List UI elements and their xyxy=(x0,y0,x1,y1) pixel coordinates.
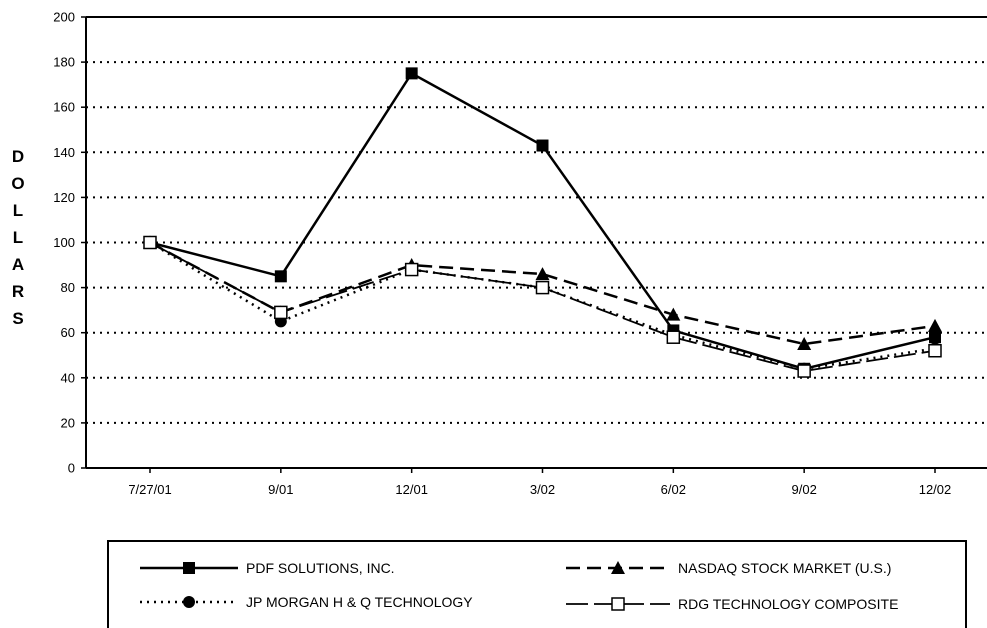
y-axis-label-letter: R xyxy=(12,282,24,301)
data-point xyxy=(928,318,942,332)
y-tick-label: 80 xyxy=(61,280,75,295)
x-tick-label: 6/02 xyxy=(661,482,686,497)
series-jp-morgan-h-q-technology xyxy=(144,236,941,375)
x-axis-ticks: 7/27/01 9/01 12/01 3/02 6/02 9/02 12/02 xyxy=(128,468,951,497)
legend-entry: NASDAQ STOCK MARKET (U.S.) xyxy=(566,560,891,576)
y-tick-label: 60 xyxy=(61,325,75,340)
legend-label: NASDAQ STOCK MARKET (U.S.) xyxy=(678,560,891,576)
legend-box xyxy=(107,540,967,628)
y-axis-label-letter: S xyxy=(12,309,23,328)
y-axis-label-letter: A xyxy=(12,255,24,274)
data-point xyxy=(666,307,681,321)
y-tick-label: 200 xyxy=(53,10,75,25)
legend-entry: JP MORGAN H & Q TECHNOLOGY xyxy=(140,594,473,610)
series-rdg-technology-composite xyxy=(143,235,942,378)
legend-marker xyxy=(611,597,625,611)
legend-marker xyxy=(611,561,625,574)
data-point xyxy=(404,262,419,277)
x-tick-label: 3/02 xyxy=(530,482,555,497)
data-point xyxy=(143,235,157,250)
y-tick-label: 160 xyxy=(53,100,75,115)
data-point xyxy=(797,336,812,350)
data-point xyxy=(274,270,287,283)
data-point xyxy=(797,364,811,378)
legend-entry: RDG TECHNOLOGY COMPOSITE xyxy=(566,596,898,612)
gridlines xyxy=(86,61,987,424)
data-point xyxy=(536,139,549,152)
legend-label: PDF SOLUTIONS, INC. xyxy=(246,560,395,576)
data-point xyxy=(929,331,941,344)
y-axis-label-letter: L xyxy=(13,201,23,220)
series-pdf-solutions-inc- xyxy=(144,67,941,375)
y-tick-label: 100 xyxy=(53,235,75,250)
data-point xyxy=(274,305,288,320)
y-axis-label-letter: D xyxy=(12,147,24,166)
x-tick-label: 12/01 xyxy=(395,482,428,497)
legend-entry: PDF SOLUTIONS, INC. xyxy=(140,560,395,576)
legend-marker xyxy=(183,562,195,574)
x-tick-label: 9/02 xyxy=(792,482,817,497)
y-axis-label-letter: O xyxy=(11,174,24,193)
data-point xyxy=(405,67,418,80)
y-tick-label: 120 xyxy=(53,190,75,205)
data-point xyxy=(666,330,681,344)
series-line xyxy=(149,71,936,371)
x-tick-label: 7/27/01 xyxy=(128,482,171,497)
legend-marker xyxy=(183,596,195,608)
x-tick-label: 9/01 xyxy=(268,482,293,497)
y-tick-label: 0 xyxy=(68,461,75,476)
y-tick-label: 40 xyxy=(61,370,75,385)
data-point xyxy=(535,280,550,295)
y-tick-label: 140 xyxy=(53,145,75,160)
legend-label: JP MORGAN H & Q TECHNOLOGY xyxy=(246,594,473,610)
legend: PDF SOLUTIONS, INC. NASDAQ STOCK MARKET (… xyxy=(107,540,967,628)
series-layer xyxy=(143,67,942,378)
y-tick-label: 180 xyxy=(53,55,75,70)
y-axis-label-letter: L xyxy=(13,228,23,247)
data-point xyxy=(535,267,550,281)
y-axis-ticks: 0 20 40 60 80 100 120 140 160 180 200 xyxy=(53,10,86,476)
axes xyxy=(85,16,987,469)
data-point xyxy=(928,343,942,358)
legend-label: RDG TECHNOLOGY COMPOSITE xyxy=(678,596,898,612)
x-tick-label: 12/02 xyxy=(919,482,952,497)
y-tick-label: 20 xyxy=(61,415,75,430)
